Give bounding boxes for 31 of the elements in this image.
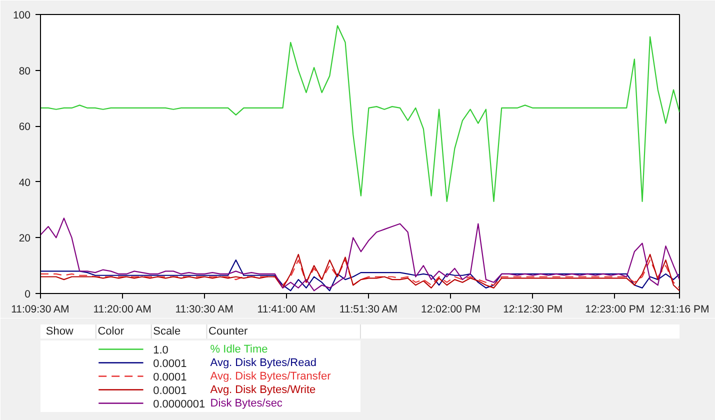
x-tick-label: 12:23:00 PM (585, 304, 645, 316)
text: Avg. Disk Bytes/Read (210, 356, 316, 369)
text: 0.0001 (153, 384, 187, 397)
y-tick-label: 20 (18, 232, 31, 245)
x-tick-label: 12:12:30 PM (503, 304, 563, 316)
text: Counter (208, 326, 248, 338)
y-tick-label: 40 (18, 176, 31, 189)
y-tick-label: 80 (18, 65, 31, 78)
x-tick-label: 12:31:16 PM (650, 304, 710, 316)
x-tick-label: 12:02:00 PM (421, 304, 481, 316)
text: Scale (153, 326, 181, 338)
x-tick-label: 11:09:30 AM (11, 304, 70, 316)
text: Avg. Disk Bytes/Transfer (210, 370, 332, 382)
x-tick-label: 11:51:30 AM (339, 304, 398, 316)
text: 0.0000001 (153, 398, 206, 410)
text: 0.0001 (153, 358, 187, 370)
text: Color (98, 326, 124, 338)
text: Disk Bytes/sec (210, 397, 283, 410)
x-tick-label: 11:20:00 AM (93, 304, 152, 316)
text: Show (46, 326, 74, 338)
y-tick-label: 100 (12, 10, 31, 22)
y-tick-label: 60 (18, 121, 31, 134)
x-tick-label: 11:30:30 AM (175, 304, 234, 316)
line-series (40, 25, 680, 202)
y-tick-label: 0 (24, 288, 31, 300)
text: Avg. Disk Bytes/Write (210, 384, 316, 396)
x-tick-label: 11:41:00 AM (257, 304, 316, 316)
text: 1.0 (153, 344, 168, 356)
text: % Idle Time (210, 343, 268, 356)
text: 0.0001 (153, 371, 187, 384)
line-series (40, 218, 680, 292)
